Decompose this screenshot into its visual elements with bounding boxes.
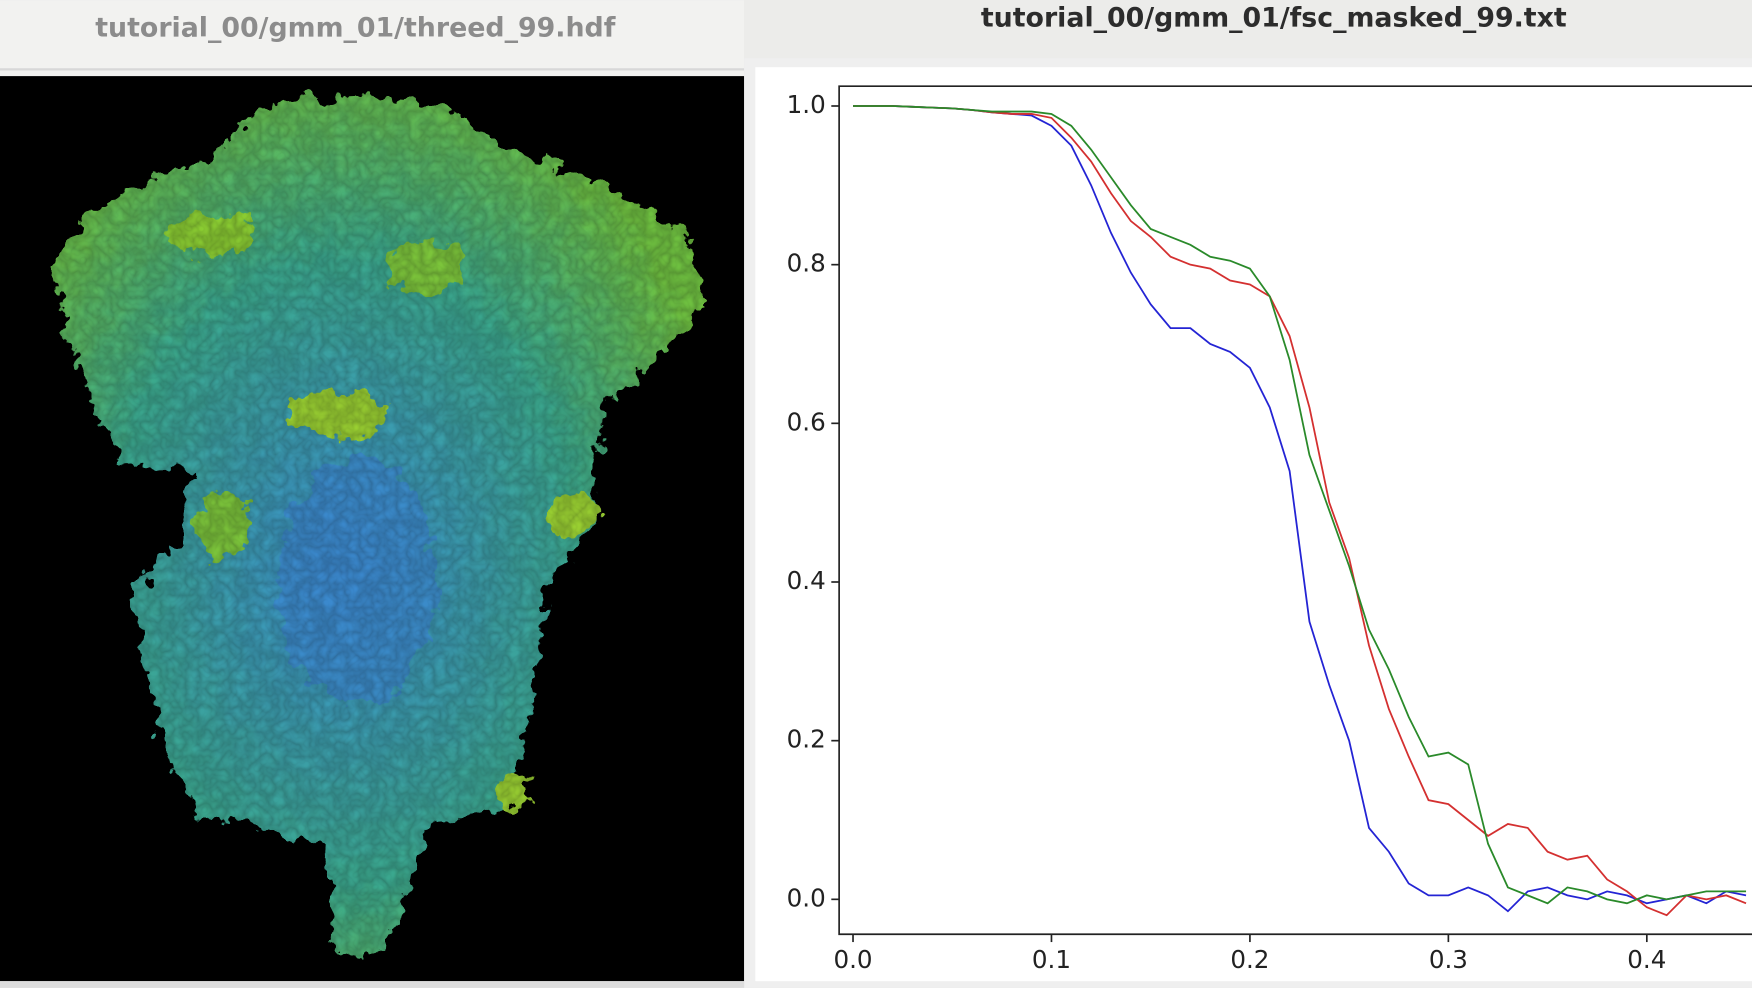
y-tick-label: 0.0 [787, 883, 826, 912]
window-title: tutorial_00/gmm_01/threed_99.hdf [95, 13, 616, 44]
left-titlebar[interactable] [0, 0, 745, 77]
density-map [50, 95, 704, 962]
window-title: tutorial_00/gmm_01/fsc_masked_99.txt [981, 3, 1567, 34]
y-tick-label: 0.6 [787, 407, 826, 436]
y-tick-label: 0.2 [787, 725, 826, 754]
series-line [853, 105, 1747, 917]
plot: 0.0 0.2 0.4 0.6 0.8 1.0 0.0 0.1 0.2 0.3 0.4 [787, 85, 1752, 974]
y-tick-label: 1.0 [787, 90, 826, 119]
x-tick-label: 0.3 [1429, 945, 1468, 974]
axes-frame [838, 85, 1752, 936]
lines [853, 105, 1747, 917]
x-tick-label: 0.0 [833, 945, 872, 974]
series-line [853, 105, 1747, 905]
plot-canvas [755, 67, 1752, 982]
x-tick-label: 0.2 [1230, 945, 1269, 974]
right-titlebar[interactable] [744, 0, 1752, 59]
x-tick-label: 0.1 [1032, 945, 1071, 974]
x-tick-label: 0.4 [1627, 945, 1666, 974]
y-tick-label: 0.4 [787, 566, 826, 595]
y-tick-label: 0.8 [787, 249, 826, 278]
